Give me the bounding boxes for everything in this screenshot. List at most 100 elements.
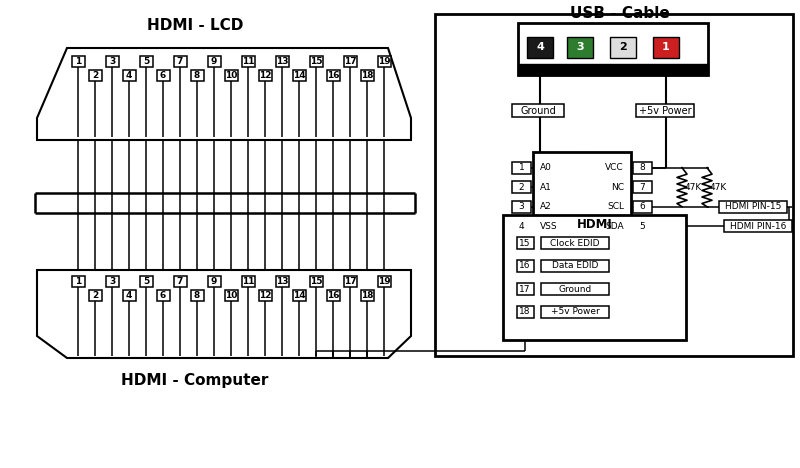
Bar: [567, 37, 593, 58]
Bar: [89, 70, 102, 80]
Text: 3: 3: [576, 43, 584, 52]
Text: 8: 8: [194, 291, 200, 300]
Bar: [541, 283, 609, 295]
Bar: [361, 290, 374, 300]
Bar: [512, 104, 564, 117]
Text: 15: 15: [310, 277, 322, 285]
Bar: [527, 37, 553, 58]
Bar: [541, 237, 609, 249]
Bar: [326, 70, 339, 80]
Text: 17: 17: [344, 57, 356, 66]
Text: 2: 2: [619, 43, 627, 52]
Text: 2: 2: [92, 291, 98, 300]
Text: HDMI - Computer: HDMI - Computer: [122, 373, 269, 388]
Text: Ground: Ground: [558, 285, 592, 293]
Text: +5v Power: +5v Power: [550, 307, 599, 316]
Text: VSS: VSS: [540, 222, 558, 231]
Text: 7: 7: [177, 277, 183, 285]
Text: 18: 18: [519, 307, 530, 316]
Bar: [207, 56, 221, 66]
Bar: [190, 70, 203, 80]
Bar: [518, 64, 708, 75]
Bar: [225, 290, 238, 300]
Bar: [122, 290, 135, 300]
Bar: [225, 70, 238, 80]
Text: A2: A2: [540, 202, 552, 211]
Text: 1: 1: [75, 57, 81, 66]
Bar: [310, 276, 322, 286]
Bar: [518, 23, 708, 75]
Bar: [258, 70, 271, 80]
Text: 19: 19: [378, 57, 390, 66]
Text: 14: 14: [293, 291, 306, 300]
Text: 13: 13: [276, 57, 288, 66]
Text: 18: 18: [361, 291, 374, 300]
Text: 9: 9: [211, 277, 217, 285]
Text: 6: 6: [160, 291, 166, 300]
Text: 13: 13: [276, 277, 288, 285]
Text: 47K: 47K: [710, 183, 727, 192]
Bar: [157, 290, 170, 300]
Text: 4: 4: [126, 291, 132, 300]
Bar: [633, 201, 652, 213]
Text: 17: 17: [344, 277, 356, 285]
Bar: [242, 276, 254, 286]
Bar: [653, 37, 679, 58]
Text: 5: 5: [143, 57, 149, 66]
Bar: [71, 56, 85, 66]
Bar: [517, 306, 534, 318]
Text: 7: 7: [177, 57, 183, 66]
Text: 4: 4: [126, 71, 132, 80]
Text: HDMI: HDMI: [577, 219, 612, 232]
Bar: [293, 290, 306, 300]
Bar: [207, 276, 221, 286]
Bar: [610, 37, 636, 58]
Text: 1: 1: [518, 163, 524, 172]
Text: Ground: Ground: [520, 106, 556, 116]
Bar: [517, 283, 534, 295]
Text: A0: A0: [540, 163, 552, 172]
Text: 18: 18: [361, 71, 374, 80]
Text: 10: 10: [225, 71, 237, 80]
Text: 5: 5: [143, 277, 149, 285]
Text: NC: NC: [611, 183, 624, 192]
Text: SCL: SCL: [607, 202, 624, 211]
Bar: [275, 56, 289, 66]
Text: 47K: 47K: [685, 183, 702, 192]
Bar: [139, 276, 153, 286]
Bar: [633, 161, 652, 174]
Text: 3: 3: [109, 57, 115, 66]
Bar: [724, 220, 792, 232]
Bar: [533, 152, 631, 240]
Bar: [633, 181, 652, 193]
Text: 4: 4: [518, 222, 524, 231]
Text: 15: 15: [519, 239, 530, 248]
Text: 16: 16: [519, 262, 530, 271]
Text: 5: 5: [640, 222, 646, 231]
Text: 16: 16: [326, 71, 339, 80]
Bar: [157, 70, 170, 80]
Text: 17: 17: [519, 285, 530, 293]
Bar: [512, 201, 531, 213]
Text: 3: 3: [518, 202, 524, 211]
Text: +5v Power: +5v Power: [638, 106, 691, 116]
Bar: [541, 260, 609, 272]
Bar: [512, 181, 531, 193]
Bar: [293, 70, 306, 80]
Bar: [435, 14, 793, 356]
Text: 1: 1: [75, 277, 81, 285]
Bar: [275, 276, 289, 286]
Text: 2: 2: [518, 183, 524, 192]
Bar: [174, 56, 186, 66]
Text: 4: 4: [536, 43, 544, 52]
Text: HDMI - LCD: HDMI - LCD: [147, 19, 243, 34]
Bar: [190, 290, 203, 300]
Text: A1: A1: [540, 183, 552, 192]
Text: 11: 11: [242, 277, 254, 285]
Bar: [517, 260, 534, 272]
Text: 6: 6: [160, 71, 166, 80]
Text: 8: 8: [194, 71, 200, 80]
Bar: [512, 220, 531, 232]
Bar: [343, 56, 357, 66]
Text: 16: 16: [326, 291, 339, 300]
